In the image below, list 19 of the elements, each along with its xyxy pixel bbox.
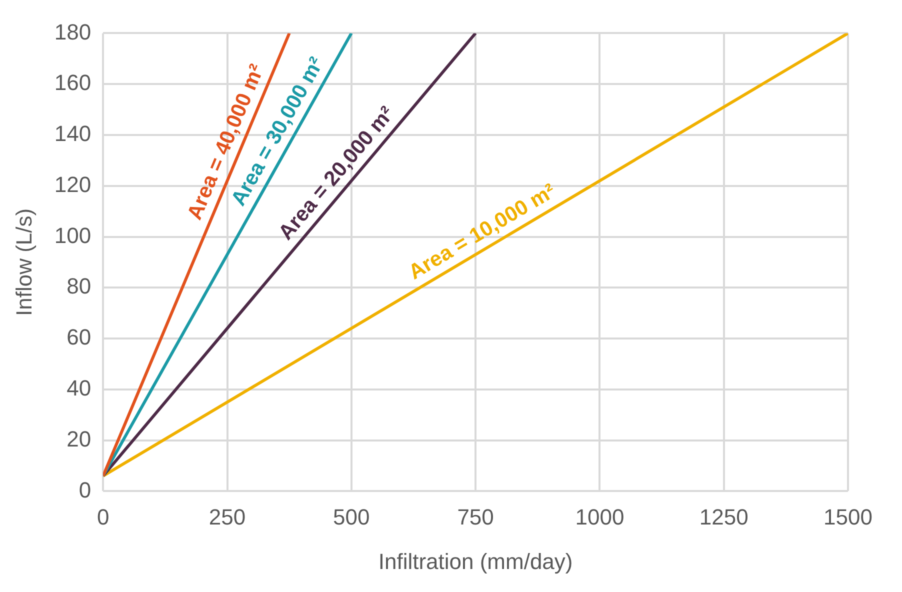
x-tick-label: 750	[457, 504, 494, 530]
y-tick-label: 60	[66, 324, 92, 350]
y-tick-label: 120	[54, 172, 92, 197]
y-tick-label: 160	[54, 70, 92, 96]
x-tick-label: 500	[333, 504, 370, 530]
x-tick-label: 0	[96, 504, 110, 530]
x-tick-label: 1250	[699, 504, 748, 530]
y-tick-label: 0	[78, 477, 92, 502]
x-tick-label: 1000	[575, 504, 624, 530]
y-tick-label: 80	[66, 274, 92, 299]
y-tick-label: 20	[66, 426, 92, 452]
x-axis-title: Infiltration (mm/day)	[378, 548, 573, 574]
y-tick-label: 100	[54, 222, 92, 248]
y-tick-label: 40	[66, 375, 92, 400]
x-tick-label: 1500	[824, 504, 872, 530]
y-tick-label: 180	[54, 19, 92, 44]
y-tick-label: 140	[54, 121, 92, 146]
y-axis-title: Inflow (L/s)	[11, 208, 36, 316]
x-tick-label: 250	[208, 504, 246, 530]
